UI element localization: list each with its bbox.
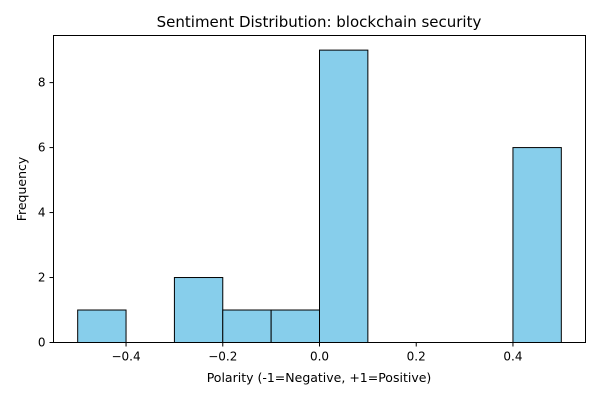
x-tick-label: −0.2	[208, 350, 237, 364]
y-tick-label: 6	[38, 141, 46, 155]
x-tick-label: 0.4	[503, 350, 522, 364]
y-tick-label: 2	[38, 271, 46, 285]
histogram-bar	[512, 147, 562, 343]
plot-frame	[53, 35, 586, 343]
y-axis-ticks: 0 2 4 6 8	[38, 76, 54, 350]
y-tick-label: 8	[38, 76, 46, 90]
x-tick-label: 0.2	[407, 350, 426, 364]
y-tick-label: 4	[38, 206, 46, 220]
histogram-bar	[77, 309, 127, 343]
histogram-bar	[173, 277, 224, 343]
y-axis-label: Frequency	[14, 156, 29, 221]
x-tick-label: 0.0	[310, 350, 329, 364]
y-tick-label: 0	[38, 336, 46, 350]
histogram-bar	[319, 49, 369, 343]
histogram-bar	[270, 309, 320, 343]
chart-title: Sentiment Distribution: blockchain secur…	[157, 13, 482, 31]
bars-group	[77, 49, 562, 343]
histogram-bar	[222, 309, 272, 343]
x-axis-ticks: −0.4 −0.2 0.0 0.2 0.4	[111, 342, 523, 364]
x-tick-label: −0.4	[111, 350, 140, 364]
x-axis-label: Polarity (-1=Negative, +1=Positive)	[207, 370, 432, 385]
